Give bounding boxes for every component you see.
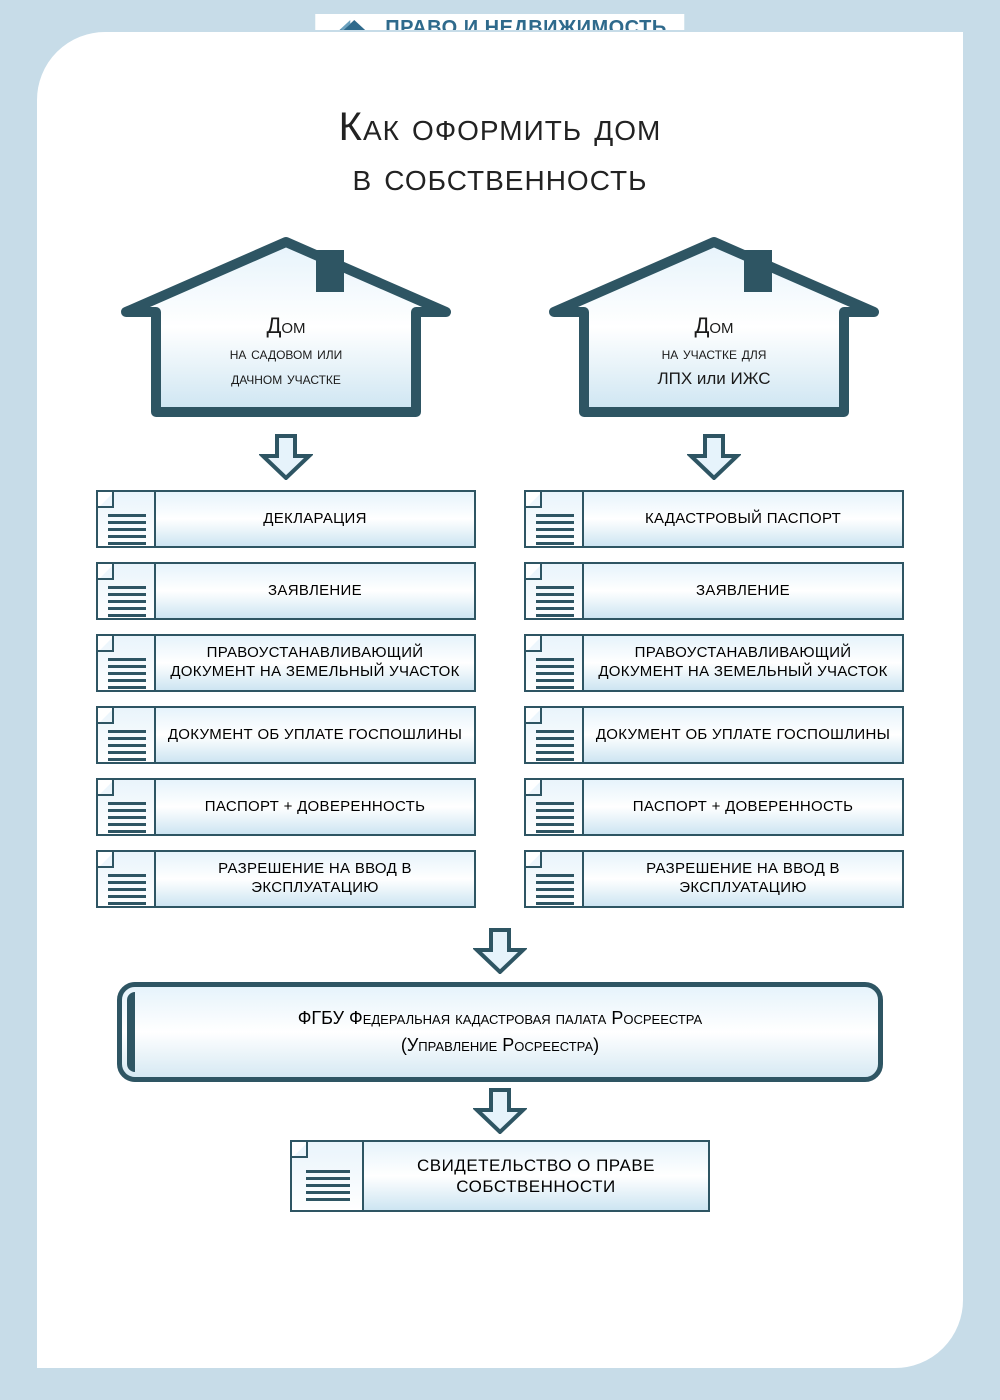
doc-label: ПАСПОРТ + ДОВЕРЕННОСТЬ [582,778,904,836]
doc-label: ДОКУМЕНТ ОБ УПЛАТЕ ГОСПОШЛИНЫ [582,706,904,764]
authority-line2: (Управление Росреестра) [142,1032,858,1059]
house-left-line2: на садовом или [230,344,342,363]
doc-row: ПРАВОУСТАНАВЛИВАЮЩИЙ ДОКУМЕНТ НА ЗЕМЕЛЬН… [96,634,476,692]
arrow-merge [37,928,963,974]
doc-label: ДЕКЛАРАЦИЯ [154,490,476,548]
doc-label: РАЗРЕШЕНИЕ НА ВВОД В ЭКСПЛУАТАЦИЮ [154,850,476,908]
document-icon [524,490,582,548]
house-right-line3: ЛПХ или ИЖС [657,369,770,388]
page-title: Как оформить дом в собственность [37,102,963,202]
doc-row: ДЕКЛАРАЦИЯ [96,490,476,548]
arrow-down-icon [687,434,741,480]
doc-label: ДОКУМЕНТ ОБ УПЛАТЕ ГОСПОШЛИНЫ [154,706,476,764]
document-icon [524,778,582,836]
document-icon [96,706,154,764]
document-icon [524,850,582,908]
house-left: Дом на садовом или дачном участке [106,232,466,422]
page-card: Как оформить дом в собственность Дом на … [35,30,965,1370]
arrow-down-icon [259,434,313,480]
document-icon [96,850,154,908]
doc-label: ПРАВОУСТАНАВЛИВАЮЩИЙ ДОКУМЕНТ НА ЗЕМЕЛЬН… [582,634,904,692]
doc-row: РАЗРЕШЕНИЕ НА ВВОД В ЭКСПЛУАТАЦИЮ [524,850,904,908]
final-doc: СВИДЕТЕЛЬСТВО О ПРАВЕ СОБСТВЕННОСТИ [37,1140,963,1226]
house-right-label: Дом на участке для ЛПХ или ИЖС [574,310,854,391]
doc-label: ЗАЯВЛЕНИЕ [582,562,904,620]
title-line2: в собственность [37,152,963,202]
column-left: Дом на садовом или дачном участке ДЕКЛАР… [92,232,480,922]
doc-row: ПРАВОУСТАНАВЛИВАЮЩИЙ ДОКУМЕНТ НА ЗЕМЕЛЬН… [524,634,904,692]
house-left-label: Дом на садовом или дачном участке [146,310,426,391]
house-right-line2: на участке для [662,344,767,363]
house-left-line3: дачном участке [231,369,341,388]
house-right-line1: Дом [694,313,733,338]
doc-row: ЗАЯВЛЕНИЕ [96,562,476,620]
title-line1: Как оформить дом [339,105,662,149]
doc-label: КАДАСТРОВЫЙ ПАСПОРТ [582,490,904,548]
doc-row: ПАСПОРТ + ДОВЕРЕННОСТЬ [96,778,476,836]
document-icon [96,490,154,548]
doc-row: РАЗРЕШЕНИЕ НА ВВОД В ЭКСПЛУАТАЦИЮ [96,850,476,908]
columns: Дом на садовом или дачном участке ДЕКЛАР… [37,202,963,922]
document-icon [96,562,154,620]
document-icon [96,778,154,836]
doc-row: ДОКУМЕНТ ОБ УПЛАТЕ ГОСПОШЛИНЫ [96,706,476,764]
doc-label: ЗАЯВЛЕНИЕ [154,562,476,620]
doc-row: КАДАСТРОВЫЙ ПАСПОРТ [524,490,904,548]
document-icon [524,706,582,764]
doc-label: РАЗРЕШЕНИЕ НА ВВОД В ЭКСПЛУАТАЦИЮ [582,850,904,908]
doc-row: ПАСПОРТ + ДОВЕРЕННОСТЬ [524,778,904,836]
document-icon [290,1140,362,1212]
doc-row: ДОКУМЕНТ ОБ УПЛАТЕ ГОСПОШЛИНЫ [524,706,904,764]
authority-line1: ФГБУ Федеральная кадастровая палата Роср… [142,1005,858,1032]
document-icon [96,634,154,692]
doc-label: ПРАВОУСТАНАВЛИВАЮЩИЙ ДОКУМЕНТ НА ЗЕМЕЛЬН… [154,634,476,692]
doc-label: ПАСПОРТ + ДОВЕРЕННОСТЬ [154,778,476,836]
house-left-line1: Дом [266,313,305,338]
document-icon [524,562,582,620]
house-right: Дом на участке для ЛПХ или ИЖС [534,232,894,422]
authority-box: ФГБУ Федеральная кадастровая палата Роср… [117,982,883,1082]
doc-label: СВИДЕТЕЛЬСТВО О ПРАВЕ СОБСТВЕННОСТИ [362,1140,710,1212]
document-icon [524,634,582,692]
column-right: Дом на участке для ЛПХ или ИЖС КАДАСТРОВ… [520,232,908,922]
doc-row: СВИДЕТЕЛЬСТВО О ПРАВЕ СОБСТВЕННОСТИ [290,1140,710,1212]
doc-row: ЗАЯВЛЕНИЕ [524,562,904,620]
arrow-final [37,1088,963,1134]
